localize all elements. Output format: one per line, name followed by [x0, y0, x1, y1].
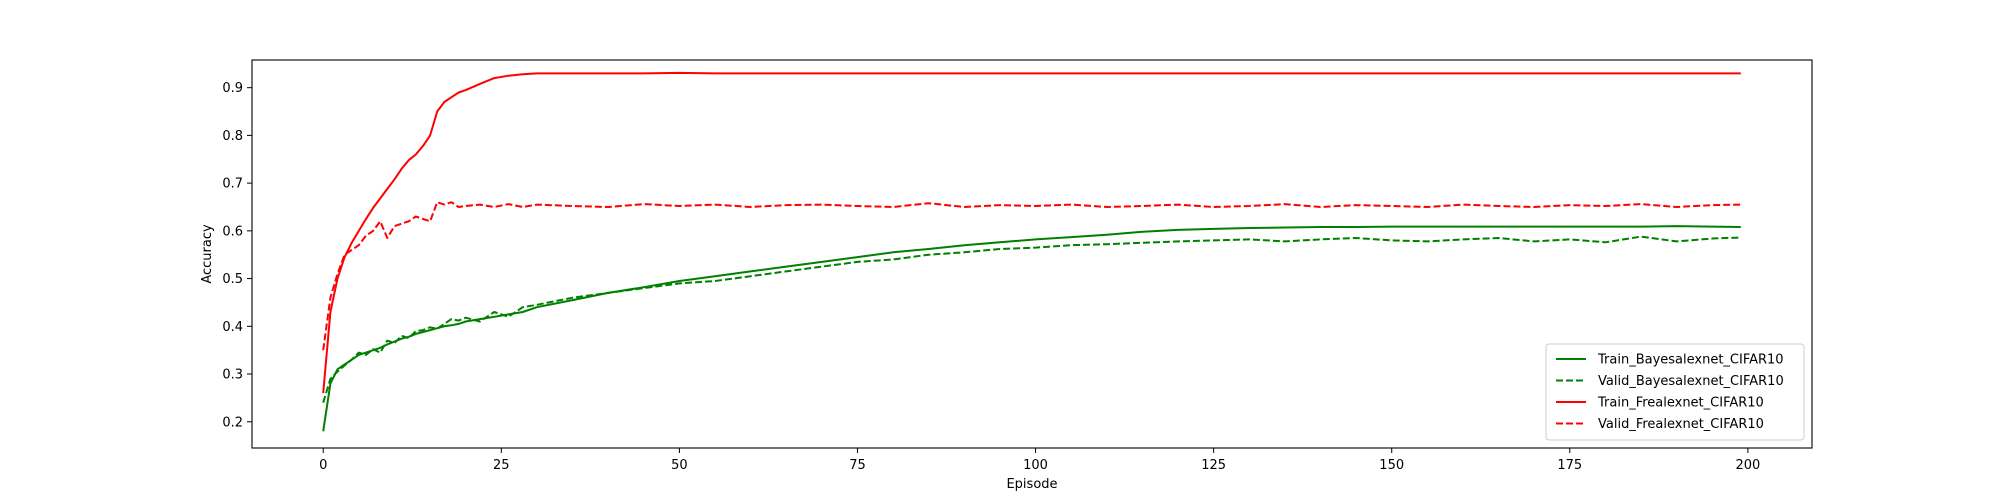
x-tick-label: 0 [319, 458, 327, 473]
y-tick-label: 0.4 [222, 320, 243, 335]
y-tick-label: 0.7 [222, 177, 243, 192]
legend-box [1545, 343, 1805, 441]
legend: Train_Bayesalexnet_CIFAR10 Valid_Bayesale… [1545, 343, 1805, 441]
x-tick-label: 200 [1735, 458, 1760, 473]
y-tick-label: 0.6 [222, 224, 243, 239]
train-bayesalexnet-line [322, 225, 1741, 432]
valid-frealexnet-line [322, 201, 1741, 351]
y-axis-title: Accuracy [200, 224, 215, 284]
y-axis: 0.2 0.3 0.4 0.5 0.6 0.7 0.8 0.9 [222, 81, 252, 430]
x-tick-label: 100 [1023, 458, 1048, 473]
legend-label: Valid_Bayesalexnet_CIFAR10 [1598, 374, 1784, 389]
y-tick-label: 0.5 [222, 272, 243, 287]
train-frealexnet-line [322, 71, 1741, 394]
x-tick-label: 75 [849, 458, 866, 473]
legend-label: Valid_Frealexnet_CIFAR10 [1598, 417, 1764, 432]
y-tick-label: 0.8 [222, 129, 243, 144]
legend-label: Train_Bayesalexnet_CIFAR10 [1597, 353, 1784, 368]
y-tick-label: 0.2 [222, 415, 243, 430]
plot-area [322, 71, 1741, 432]
x-tick-label: 150 [1379, 458, 1404, 473]
legend-label: Train_Frealexnet_CIFAR10 [1597, 396, 1764, 411]
valid-bayesalexnet-line [322, 235, 1741, 403]
x-axis-title: Episode [1006, 477, 1057, 492]
x-tick-label: 25 [493, 458, 510, 473]
x-tick-label: 50 [671, 458, 688, 473]
y-tick-label: 0.3 [222, 368, 243, 383]
x-tick-label: 125 [1201, 458, 1226, 473]
x-tick-label: 175 [1557, 458, 1582, 473]
x-axis: 0 25 50 75 100 125 150 175 200 [319, 448, 1760, 473]
y-tick-label: 0.9 [222, 81, 243, 96]
axes-frame [251, 59, 1813, 449]
